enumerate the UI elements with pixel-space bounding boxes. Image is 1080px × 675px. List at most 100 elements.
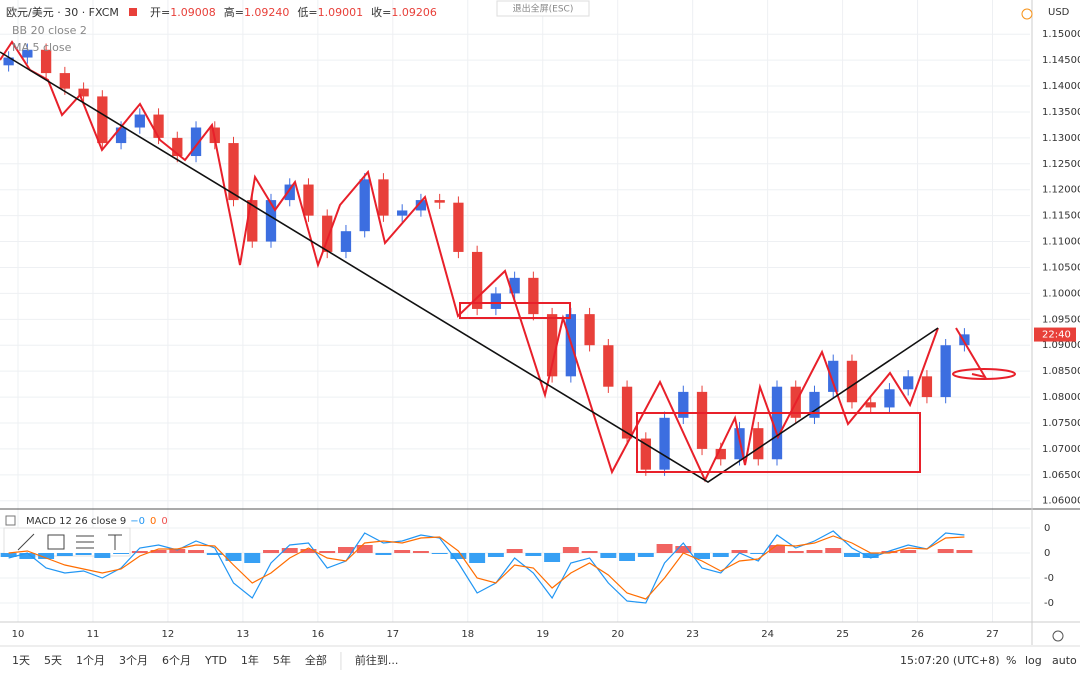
candle-body <box>434 200 445 203</box>
candle-body <box>340 231 352 252</box>
x-tick-label: 20 <box>611 629 624 640</box>
x-tick-label: 24 <box>761 629 774 640</box>
candle-body <box>115 127 127 144</box>
histogram-bar <box>394 550 411 553</box>
exit-fullscreen[interactable]: 退出全屏(ESC) <box>513 3 574 15</box>
pane-title: MACD 12 26 close 9 <box>26 516 126 527</box>
range-button[interactable]: 6个月 <box>162 654 191 667</box>
y-tick-label: 1.13500 <box>1042 107 1080 118</box>
y-tick-label: 1.08000 <box>1042 392 1080 403</box>
histogram-bar <box>0 553 17 557</box>
candle-body <box>546 314 558 377</box>
x-tick-label: 10 <box>12 629 25 640</box>
range-button[interactable]: 5年 <box>273 653 291 667</box>
x-tick-label: 13 <box>237 629 250 640</box>
x-tick-label: 11 <box>87 629 100 640</box>
histogram-bar <box>56 553 73 556</box>
candle-body <box>78 88 89 97</box>
range-button[interactable]: YTD <box>204 654 227 667</box>
candle-body <box>584 314 595 346</box>
histogram-bar <box>206 553 223 555</box>
currency: USD <box>1048 7 1070 18</box>
ohlc-value: 1.09001 <box>318 6 364 19</box>
lines-tool[interactable] <box>76 535 94 549</box>
histogram-bar <box>150 550 167 553</box>
x-tick-label: 12 <box>162 629 175 640</box>
candle-body <box>771 386 783 460</box>
histogram-bar <box>750 553 767 554</box>
histogram-bar <box>731 550 748 553</box>
settings-icon[interactable] <box>1052 630 1064 642</box>
legend-value: 0 <box>161 516 167 527</box>
histogram-bar <box>19 553 36 559</box>
y-tick-label: 1.13000 <box>1042 133 1080 144</box>
drawing-toolbar <box>3 527 131 557</box>
candle-body <box>884 389 895 408</box>
axis-option[interactable]: log <box>1025 654 1042 667</box>
zigzag-drawing <box>0 40 939 483</box>
x-tick-label: 16 <box>311 629 324 640</box>
ohlc-value: 1.09008 <box>170 6 216 19</box>
candle-body <box>284 184 295 201</box>
histogram-bar <box>806 550 823 553</box>
histogram-bar <box>356 545 373 553</box>
histogram-bar <box>694 553 710 559</box>
exit-fullscreen-button[interactable] <box>496 0 590 17</box>
candle-body <box>22 49 33 58</box>
candle-body <box>715 448 726 460</box>
range-button[interactable]: 全部 <box>305 653 327 667</box>
axis-option[interactable]: % <box>1006 654 1016 667</box>
candle-body <box>247 200 258 242</box>
histogram-bar <box>263 550 279 553</box>
goto-button[interactable]: 前往到... <box>355 653 399 667</box>
range-button[interactable]: 3个月 <box>119 654 148 667</box>
range-button[interactable]: 5天 <box>44 654 62 667</box>
axis-option[interactable]: auto <box>1052 654 1077 667</box>
box-drawing <box>636 412 921 473</box>
range-button[interactable]: 1年 <box>241 653 259 667</box>
histogram-bar <box>581 551 598 553</box>
y-tick-label: 1.07500 <box>1042 418 1080 429</box>
histogram-bar <box>656 544 673 553</box>
candle-body <box>528 277 539 315</box>
histogram-bar <box>75 553 92 555</box>
candle-body <box>865 402 876 408</box>
text-tool[interactable] <box>108 534 122 550</box>
range-button[interactable]: 1个月 <box>76 654 105 667</box>
histogram-bar <box>712 553 729 557</box>
histogram-bar <box>300 549 317 553</box>
y-tick-label: 1.11500 <box>1042 211 1080 222</box>
histogram-bar <box>937 549 954 553</box>
candle-body <box>921 376 933 398</box>
histogram-bar <box>131 551 148 553</box>
histogram-bar <box>881 551 898 553</box>
y-tick-label: 0 <box>1044 548 1050 559</box>
ellipse-drawing <box>952 368 1016 380</box>
range-button[interactable]: 1天 <box>12 654 30 667</box>
candle-body <box>490 293 502 309</box>
pane-toggle[interactable] <box>5 515 16 526</box>
candle-body <box>903 376 914 390</box>
warning-icon[interactable] <box>1021 8 1033 20</box>
symbol: 欧元/美元 · 30 · FXCM <box>6 6 119 19</box>
candle-body <box>678 391 689 418</box>
ohlc-label: 收= <box>371 5 391 19</box>
candle-body <box>603 345 614 387</box>
histogram-bar <box>188 550 204 553</box>
histogram-bar <box>562 547 579 553</box>
candle-body <box>134 114 145 128</box>
rect-tool[interactable] <box>47 534 65 550</box>
y-tick-label: 1.10500 <box>1042 262 1080 273</box>
ohlc-label: 高= <box>224 5 244 19</box>
y-tick-label: 1.12500 <box>1042 159 1080 170</box>
candle-body <box>809 391 820 418</box>
histogram-bar <box>544 553 561 562</box>
flag-icon[interactable] <box>129 8 137 16</box>
x-tick-label: 25 <box>836 629 849 640</box>
y-tick-label: -0 <box>1044 573 1054 584</box>
y-tick-label: 0 <box>1044 523 1050 534</box>
line-tool[interactable] <box>17 533 35 551</box>
candle-body <box>621 386 633 439</box>
y-tick-label: 1.09500 <box>1042 314 1080 325</box>
